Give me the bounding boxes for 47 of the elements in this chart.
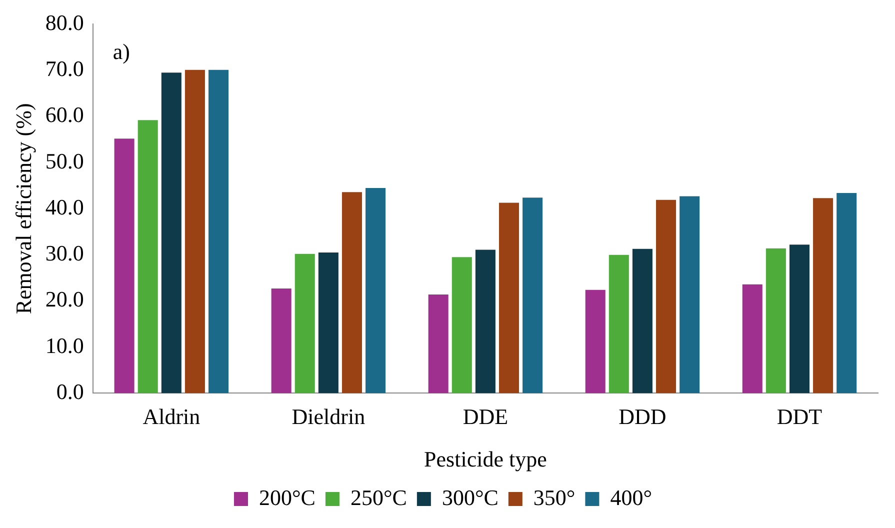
y-tick-label: 60.0	[45, 102, 84, 128]
y-tick-label: 0.0	[56, 378, 84, 404]
legend-label: 250°C	[350, 484, 407, 510]
legend-label: 400°	[610, 484, 652, 510]
bar	[522, 198, 543, 394]
annotation: a)	[112, 38, 130, 64]
x-tick-label: DDD	[618, 404, 666, 430]
bar	[428, 294, 448, 394]
bar	[766, 248, 786, 394]
x-tick-label: DDE	[462, 404, 508, 430]
bar	[475, 250, 496, 394]
bar	[813, 198, 834, 394]
bar	[161, 72, 182, 394]
bar	[836, 193, 857, 394]
x-tick-label: Dieldrin	[292, 404, 366, 430]
bar	[271, 288, 292, 394]
bar	[680, 196, 700, 394]
bar	[498, 202, 520, 394]
bar	[114, 138, 134, 394]
bar	[656, 200, 676, 394]
y-tick-label: 30.0	[45, 240, 84, 266]
legend-label: 300°C	[442, 484, 498, 510]
bar	[608, 254, 629, 394]
bar	[585, 290, 606, 394]
x-tick-label: Aldrin	[142, 404, 200, 430]
y-axis-title: Removal efficiency (%)	[10, 103, 36, 314]
y-tick-label: 10.0	[45, 332, 84, 358]
bar	[208, 70, 229, 394]
x-axis-title: Pesticide type	[424, 446, 547, 472]
bar	[294, 254, 315, 394]
bar	[742, 284, 762, 394]
y-tick-label: 40.0	[45, 194, 84, 220]
bar	[789, 244, 810, 394]
bar	[138, 120, 158, 394]
y-tick-label: 70.0	[45, 56, 84, 82]
bar	[452, 257, 472, 394]
bar	[318, 252, 338, 394]
bar	[632, 248, 652, 394]
y-tick-label: 80.0	[45, 10, 84, 35]
bar	[342, 192, 362, 394]
y-tick-label: 20.0	[45, 286, 84, 312]
legend-label: 350°	[533, 484, 576, 510]
y-tick-label: 50.0	[45, 148, 84, 174]
legend-label: 200°C	[258, 484, 316, 510]
x-tick-label: DDT	[776, 404, 823, 430]
bar	[184, 70, 205, 394]
bar	[366, 188, 386, 394]
